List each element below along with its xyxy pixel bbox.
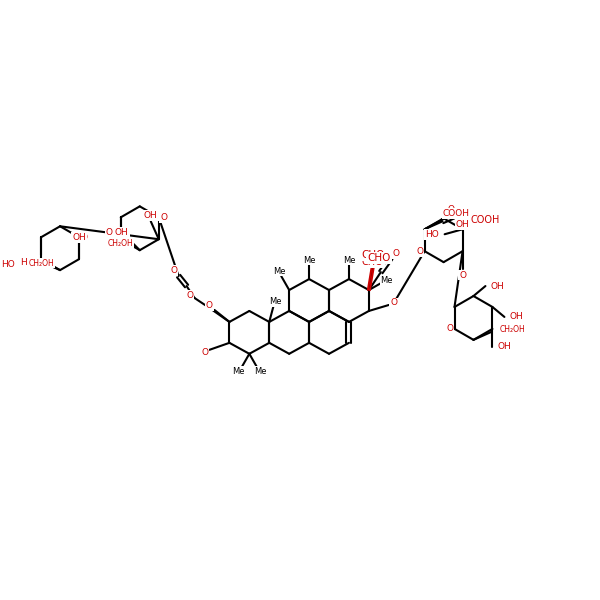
Text: OH: OH bbox=[455, 220, 469, 229]
Text: O: O bbox=[170, 266, 177, 275]
Text: CH₂OH: CH₂OH bbox=[499, 325, 525, 334]
Text: HO: HO bbox=[20, 257, 34, 266]
Text: HO: HO bbox=[425, 230, 439, 239]
Text: O: O bbox=[206, 301, 213, 310]
Text: O: O bbox=[447, 205, 454, 214]
Text: CHO: CHO bbox=[367, 253, 391, 263]
Text: OH: OH bbox=[72, 233, 86, 242]
Text: O: O bbox=[392, 248, 399, 257]
Text: O: O bbox=[459, 271, 466, 280]
Text: OH: OH bbox=[144, 211, 158, 220]
Text: CHO: CHO bbox=[362, 257, 384, 267]
Text: Me: Me bbox=[232, 367, 245, 376]
Text: Me: Me bbox=[273, 266, 286, 275]
Text: OH: OH bbox=[491, 281, 504, 290]
Text: O: O bbox=[201, 348, 208, 357]
Text: OH: OH bbox=[509, 313, 523, 322]
Text: HO: HO bbox=[1, 260, 15, 269]
Text: O: O bbox=[106, 228, 113, 237]
Text: Me: Me bbox=[269, 298, 281, 307]
Text: O: O bbox=[390, 298, 397, 307]
Text: Me: Me bbox=[254, 367, 266, 376]
Text: CHO: CHO bbox=[361, 250, 385, 260]
Text: O: O bbox=[416, 247, 423, 256]
Text: CH₂OH: CH₂OH bbox=[28, 259, 54, 268]
Text: O: O bbox=[186, 290, 193, 299]
Text: OH: OH bbox=[115, 228, 128, 237]
Text: COOH: COOH bbox=[443, 209, 470, 218]
Text: CH₂OH: CH₂OH bbox=[108, 239, 134, 248]
Text: O: O bbox=[160, 213, 167, 222]
Text: O: O bbox=[446, 325, 453, 334]
Text: Me: Me bbox=[380, 275, 393, 284]
Text: OH: OH bbox=[497, 343, 511, 352]
Text: O: O bbox=[458, 211, 465, 220]
Text: O: O bbox=[80, 233, 88, 242]
Text: Me: Me bbox=[303, 256, 316, 265]
Text: COOH: COOH bbox=[471, 215, 500, 226]
Text: Me: Me bbox=[343, 256, 355, 265]
